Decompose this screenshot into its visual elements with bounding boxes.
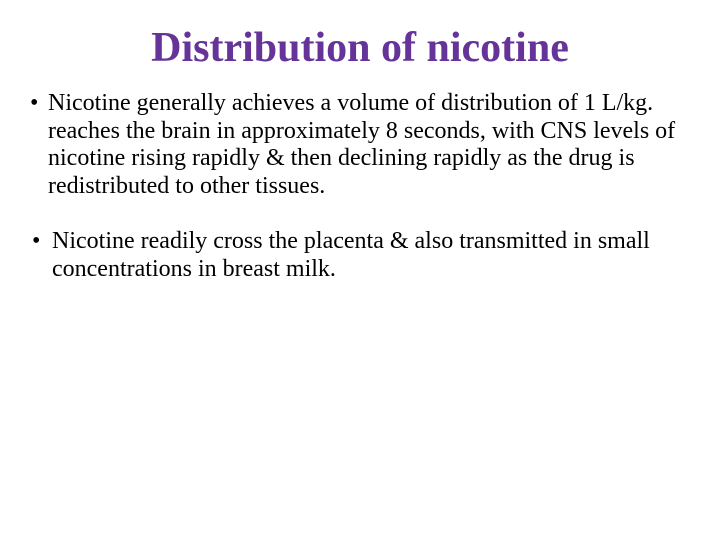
bullet-list: Nicotine generally achieves a volume of …: [28, 90, 692, 284]
bullet-item: Nicotine generally achieves a volume of …: [28, 90, 692, 200]
slide-container: Distribution of nicotine Nicotine genera…: [0, 0, 720, 540]
bullet-item: Nicotine readily cross the placenta & al…: [28, 228, 692, 283]
slide-title: Distribution of nicotine: [68, 24, 652, 72]
